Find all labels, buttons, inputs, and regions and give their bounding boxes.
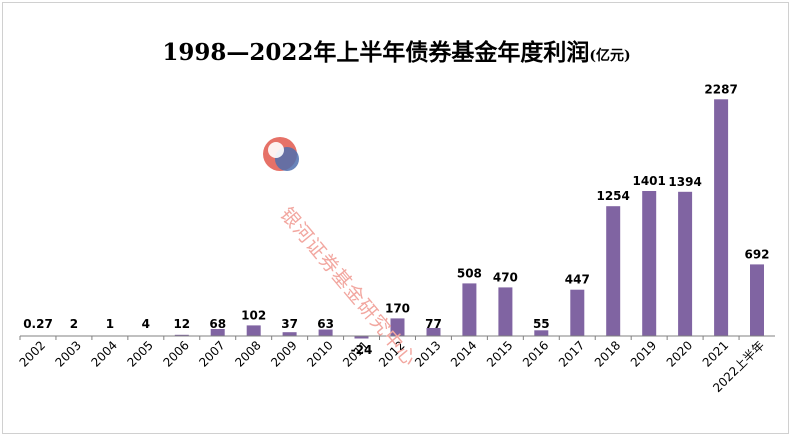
x-tick-label: 2006 — [160, 338, 191, 369]
value-label: 0.27 — [23, 317, 53, 331]
value-label: 2 — [70, 317, 78, 331]
value-label: 55 — [533, 317, 550, 331]
bar-2008 — [246, 325, 261, 336]
x-tick-label: 2010 — [304, 338, 335, 369]
value-label: 37 — [281, 317, 298, 331]
value-label: 470 — [493, 270, 518, 284]
value-label: -24 — [351, 343, 373, 357]
bar-2017 — [570, 289, 585, 336]
value-label: 77 — [425, 317, 442, 331]
watermark-logo-icon — [263, 137, 299, 171]
x-tick-label: 2014 — [448, 338, 479, 369]
bar-2011 — [354, 336, 369, 339]
bar-2016 — [534, 330, 549, 336]
x-tick-label: 2007 — [196, 338, 227, 369]
x-tick-label: 2004 — [89, 338, 120, 369]
chart-title: 1998—2022年上半年债券基金年度利润 — [162, 39, 590, 66]
value-label: 170 — [385, 301, 410, 315]
bar-2021 — [714, 99, 729, 336]
x-tick-label: 2017 — [556, 338, 587, 369]
value-label: 102 — [241, 308, 266, 322]
value-label: 1394 — [668, 175, 701, 189]
value-label: 1401 — [632, 174, 665, 188]
x-tick-label: 2018 — [592, 338, 623, 369]
chart-title-block: 1998—2022年上半年债券基金年度利润(亿元) — [0, 33, 793, 67]
chart-frame — [2, 2, 789, 434]
value-label: 12 — [173, 317, 190, 331]
x-tick-label: 2021 — [700, 338, 731, 369]
bar-2015 — [498, 287, 513, 336]
value-label: 447 — [565, 273, 590, 287]
bar-2013 — [426, 328, 441, 336]
value-label: 2287 — [704, 82, 737, 96]
x-tick-label: 2015 — [484, 338, 515, 369]
bar-2007 — [210, 329, 225, 336]
bar-2009 — [282, 332, 297, 336]
bar-2018 — [606, 206, 621, 336]
bar-2014 — [462, 283, 477, 336]
x-tick-label: 2005 — [124, 338, 155, 369]
x-tick-label: 2009 — [268, 338, 299, 369]
value-label: 4 — [142, 317, 150, 331]
x-tick-label: 2020 — [664, 338, 695, 369]
value-label: 508 — [457, 266, 482, 280]
x-tick-label: 2003 — [53, 338, 84, 369]
bars-layer — [31, 99, 764, 339]
x-axis-ticks — [19, 336, 740, 340]
value-label: 1 — [106, 317, 114, 331]
bar-2019 — [642, 191, 657, 336]
value-label: 692 — [744, 247, 769, 261]
bar-2022上半年 — [750, 264, 764, 336]
bar-2020 — [678, 191, 693, 336]
value-labels-layer: 0.27 2 1 4 12 68 102 37 63 -24 170 77 508 470 55 447 125… — [23, 82, 769, 357]
x-tick-label: 2016 — [520, 338, 551, 369]
x-tick-label: 2002 — [17, 338, 48, 369]
bar-2006 — [174, 334, 189, 336]
value-label: 63 — [317, 317, 334, 331]
chart-unit: (亿元) — [589, 48, 631, 64]
value-label: 68 — [209, 317, 226, 331]
bar-2010 — [318, 329, 333, 336]
bar-2012 — [390, 318, 405, 336]
value-label: 1254 — [596, 189, 629, 203]
x-tick-label: 2008 — [232, 338, 263, 369]
x-tick-label: 2019 — [628, 338, 659, 369]
